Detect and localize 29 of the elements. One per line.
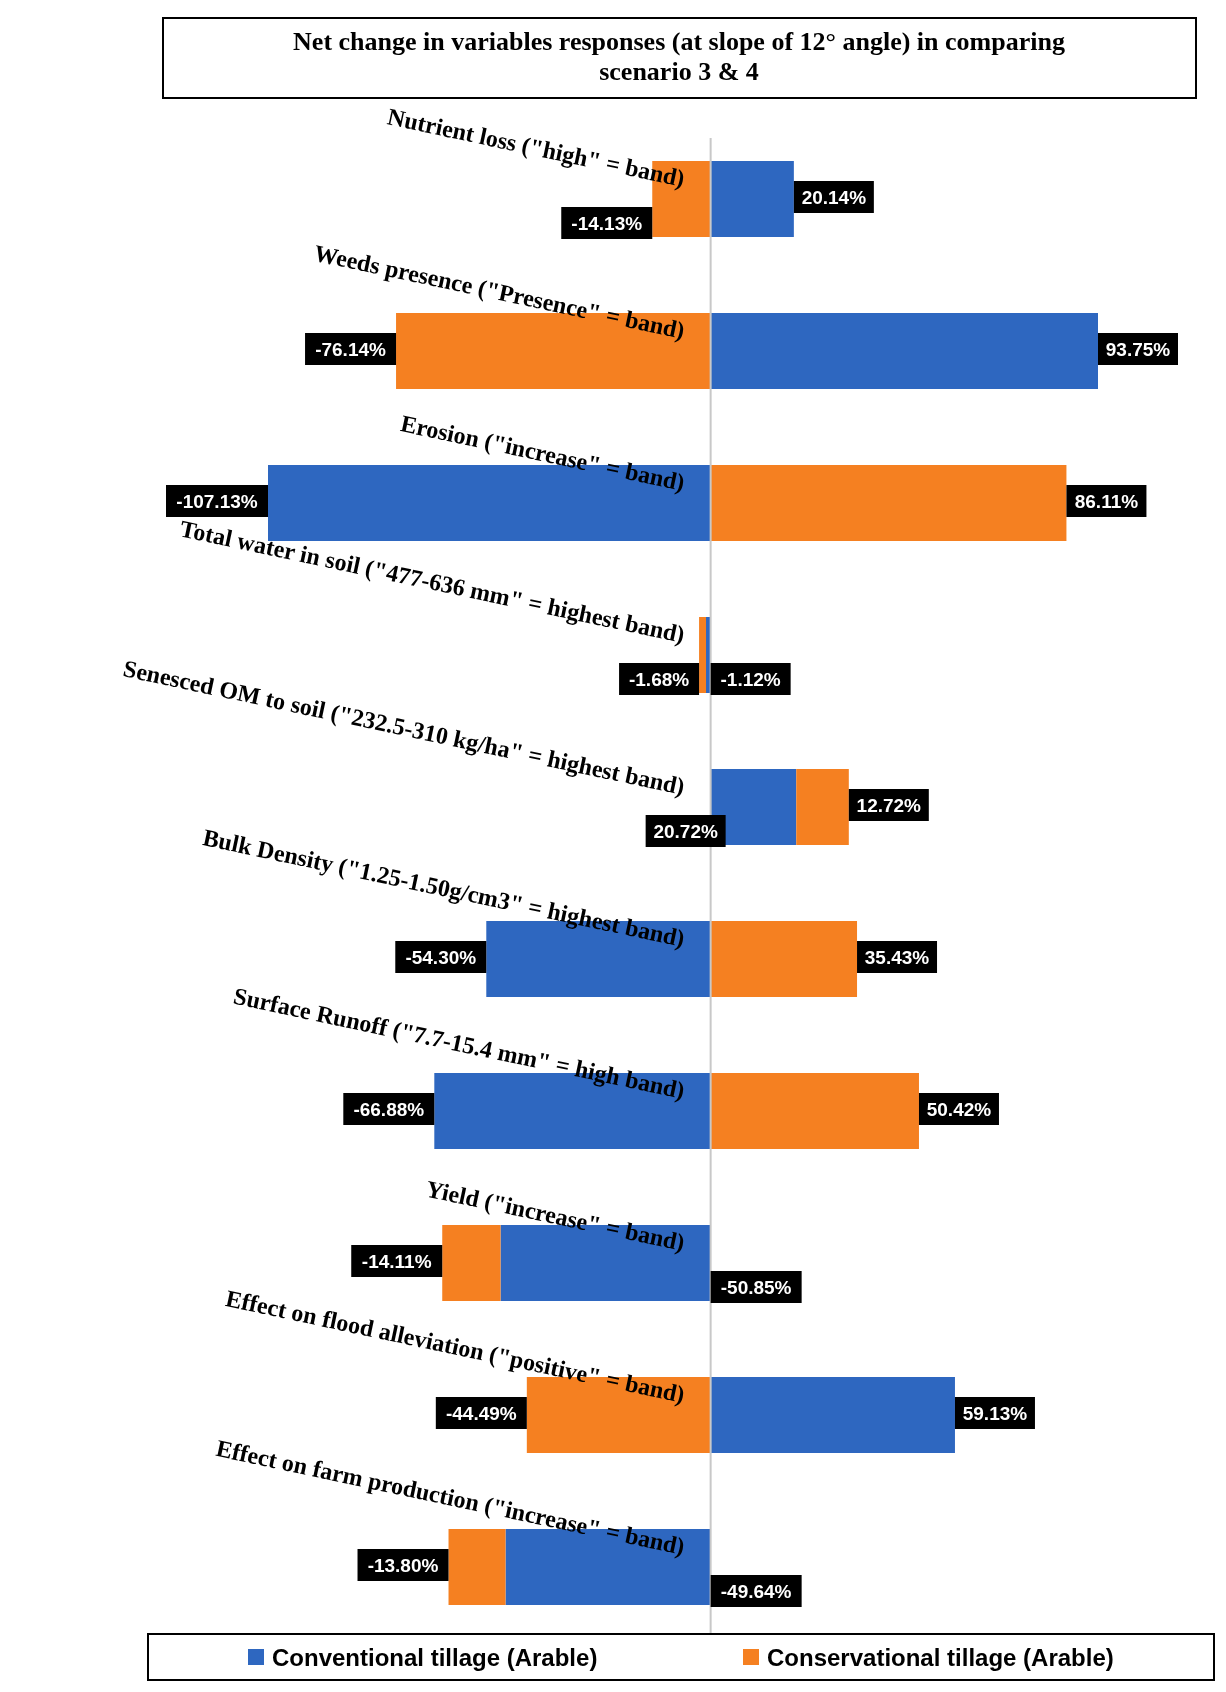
data-label: 93.75% [1105, 339, 1171, 360]
data-label: 35.43% [864, 947, 930, 968]
data-label: 50.42% [926, 1099, 992, 1120]
chart-title: Net change in variables responses (at slope of 12° angle) in comparing scenario 3 & 4 [293, 27, 1065, 86]
data-label: -14.13% [571, 213, 643, 234]
data-label: 20.72% [653, 821, 718, 842]
data-label: -50.85% [720, 1277, 792, 1298]
legend-label: Conservational tillage (Arable) [767, 1644, 1114, 1671]
data-label: 20.14% [801, 187, 867, 208]
data-label: -1.12% [720, 669, 781, 690]
bar [710, 1073, 919, 1149]
bar [710, 313, 1098, 389]
bar [699, 617, 707, 693]
y-tick-label: Erosion ("increase" = band) [398, 410, 688, 496]
bar [710, 921, 858, 997]
data-label: 86.11% [1074, 491, 1139, 512]
legend-label: Conventional tillage (Arable) [272, 1644, 598, 1671]
data-label: 12.72% [856, 795, 922, 816]
data-label: 59.13% [962, 1403, 1028, 1424]
data-label: -54.30% [405, 947, 477, 968]
y-tick-label: Total water in soil ("477-636 mm" = highest band) [177, 515, 688, 648]
y-tick-label: Nutrient loss ("high" = band) [385, 103, 688, 192]
data-label: -1.68% [628, 669, 690, 690]
data-label: -49.64% [720, 1581, 792, 1602]
bar [710, 465, 1067, 541]
data-label: -107.13% [176, 491, 258, 512]
bar [710, 1377, 955, 1453]
bar [710, 161, 794, 237]
bar [796, 769, 849, 845]
